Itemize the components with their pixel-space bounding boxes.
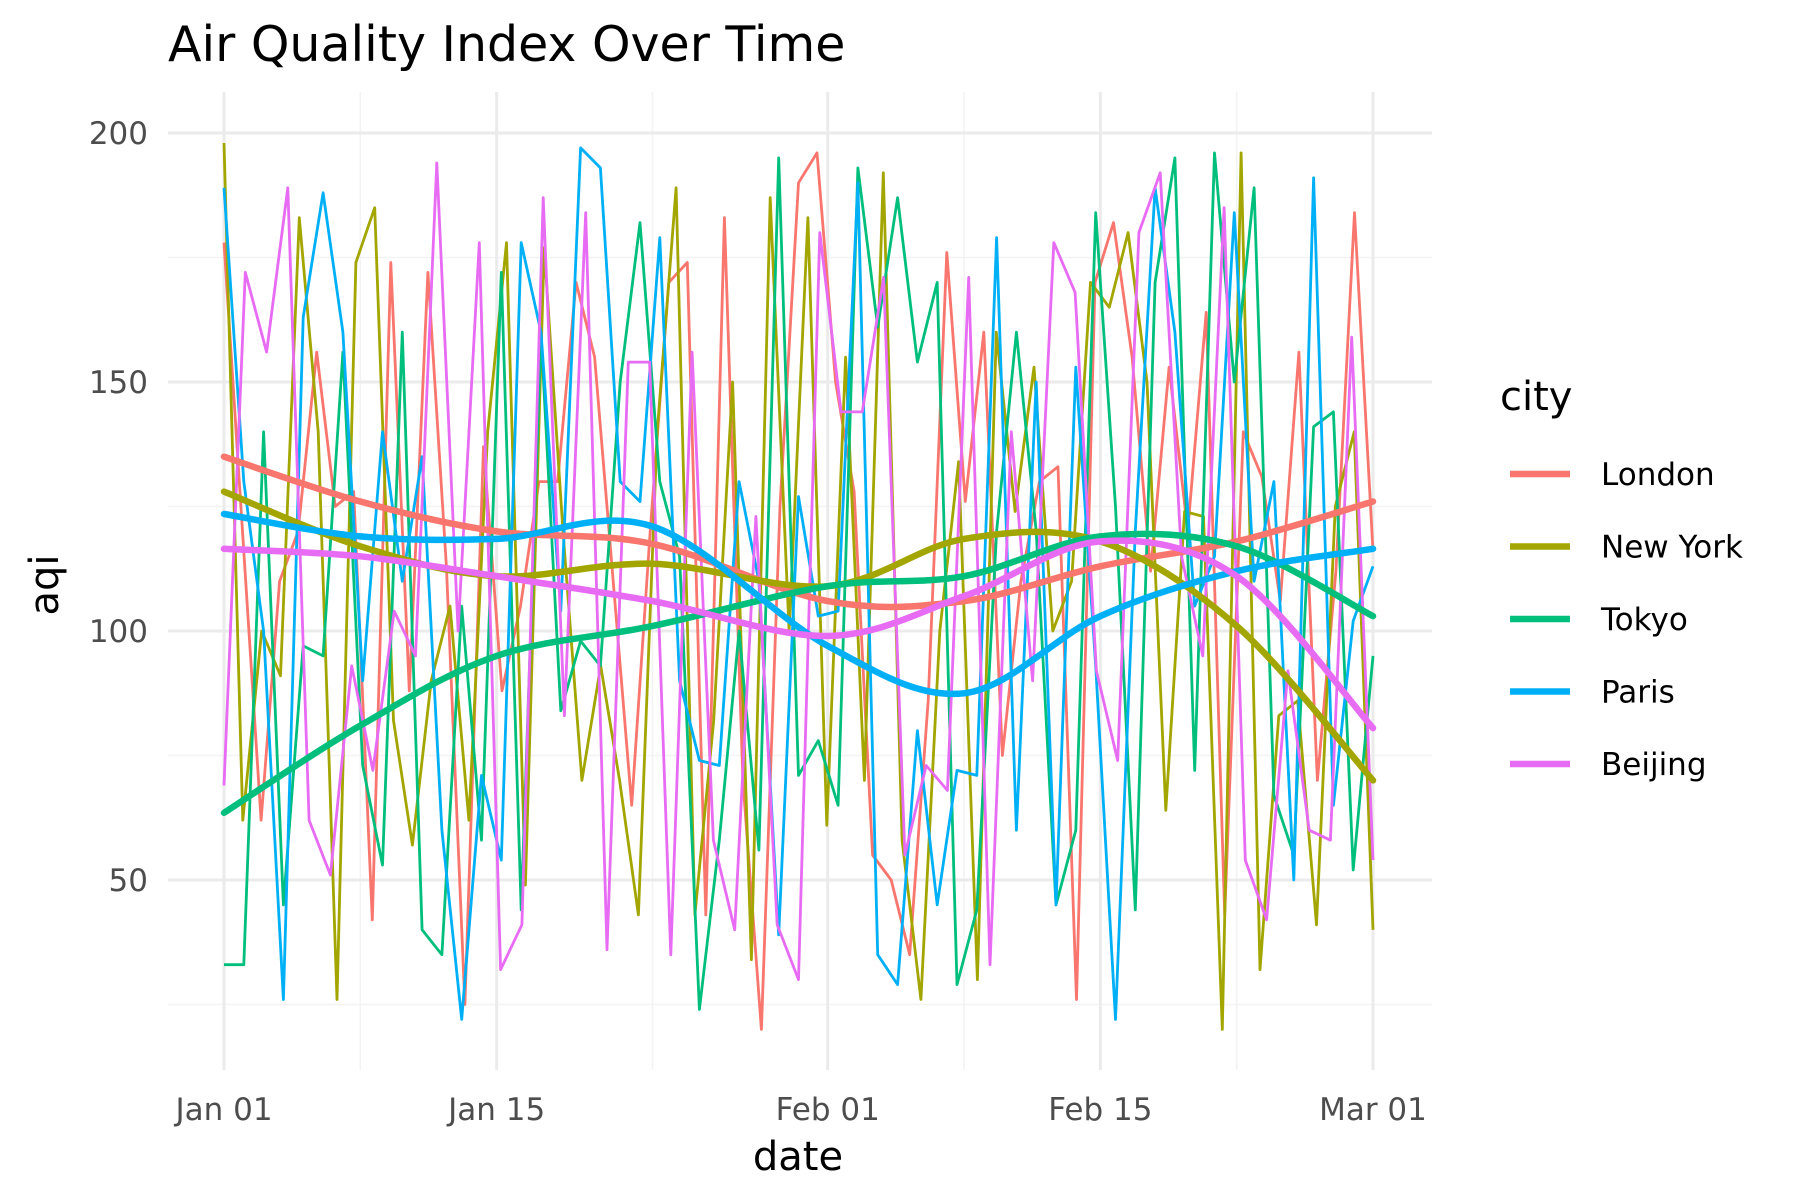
x-tick-label: Jan 15 (446, 1092, 545, 1128)
x-tick-label: Feb 01 (776, 1092, 880, 1128)
y-tick-label: 100 (89, 614, 148, 650)
chart-title: Air Quality Index Over Time (168, 16, 845, 73)
series-line-paris (222, 146, 1375, 1021)
legend-label: New York (1601, 530, 1743, 566)
legend-label: Beijing (1601, 747, 1707, 783)
y-tick-label: 150 (89, 365, 148, 401)
trend-line-paris (220, 510, 1377, 698)
y-tick-label: 50 (109, 863, 148, 899)
smoothed-trend-lines (220, 453, 1377, 817)
y-tick-label: 200 (89, 116, 148, 152)
series-line-beijing (222, 161, 1375, 981)
x-tick-label: Feb 15 (1048, 1092, 1152, 1128)
grid (168, 92, 1432, 1070)
raw-series-lines (222, 142, 1375, 1031)
legend-label: Tokyo (1600, 602, 1688, 638)
trend-line-tokyo (220, 530, 1377, 817)
legend-label: London (1601, 457, 1715, 493)
x-axis-title: date (753, 1134, 843, 1180)
trend-line-beijing (220, 537, 1377, 732)
x-axis-ticks: Jan 01 Jan 15 Feb 01 Feb 15 Mar 01 (173, 1092, 1426, 1128)
series-line-london (222, 151, 1375, 1031)
legend-title: city (1500, 374, 1572, 420)
x-tick-label: Jan 01 (173, 1092, 272, 1128)
y-axis-ticks: 50 100 150 200 (89, 116, 148, 899)
x-tick-label: Mar 01 (1319, 1092, 1427, 1128)
y-axis-title: aqi (22, 554, 68, 615)
legend: city London New York Tokyo Paris Beijing (1500, 374, 1743, 783)
series-line-tokyo (224, 151, 1375, 1011)
legend-label: Paris (1601, 675, 1675, 711)
